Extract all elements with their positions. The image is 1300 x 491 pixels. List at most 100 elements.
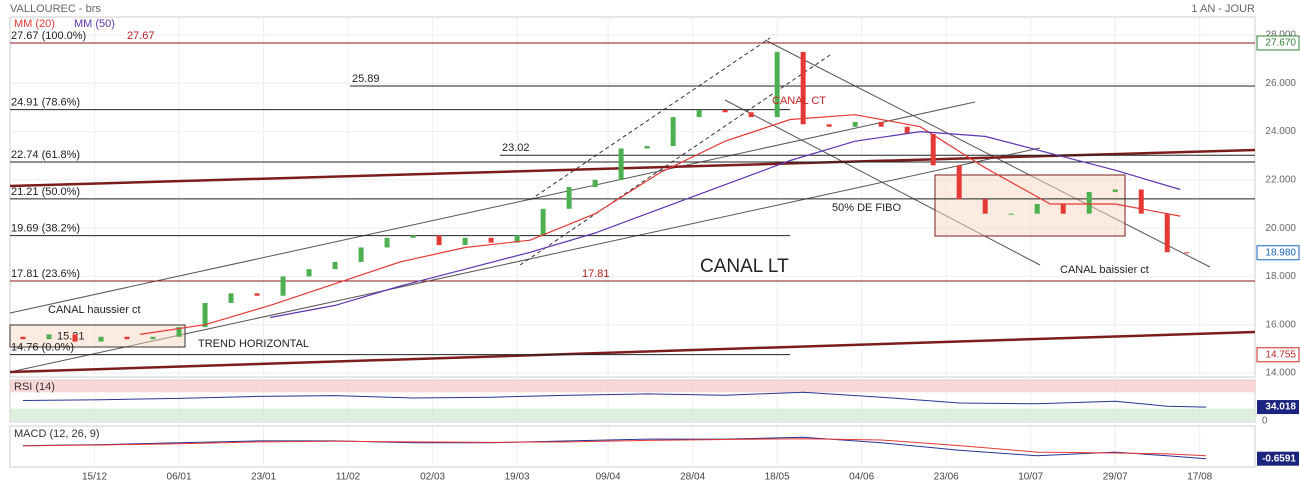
candle (566, 187, 572, 209)
macd-line (22, 438, 1207, 457)
annotation: CANAL LT (700, 256, 789, 277)
candle (176, 327, 182, 337)
x-tick-label: 10/07 (1018, 472, 1043, 483)
moving-average (269, 130, 1181, 319)
y-tick-label: 18.000 (1265, 271, 1296, 282)
trend-line (519, 54, 831, 266)
level-label: 22.74 (61.8%) (11, 149, 80, 161)
candle (1034, 204, 1040, 214)
candle (878, 121, 884, 127)
level-label: 24.91 (78.6%) (11, 97, 80, 109)
y-tick-label: 24.000 (1265, 126, 1296, 137)
x-tick-label: 19/03 (505, 472, 530, 483)
main-panel (9, 16, 1256, 378)
trend-line (9, 148, 1256, 188)
zone-box (9, 324, 186, 348)
candle (46, 334, 52, 340)
candle (462, 237, 468, 246)
annotation: CANAL baissier ct (1060, 264, 1149, 276)
overbought-zone (10, 380, 1255, 393)
price-badge (1256, 35, 1300, 51)
trend-line (529, 37, 771, 201)
candle (410, 235, 416, 238)
candle (1184, 252, 1190, 254)
x-tick-label: 18/05 (765, 472, 790, 483)
price-badge-label: 14.755 (1265, 349, 1296, 360)
candle (358, 247, 364, 262)
price-label: 27.67 (127, 30, 155, 42)
panel-title: RSI (14) (14, 381, 55, 393)
y-tick-label: 0 (1262, 416, 1268, 427)
rsi-line (22, 391, 1207, 408)
title: VALLOUREC - brs (10, 3, 101, 15)
candle (904, 126, 910, 134)
candle (1086, 191, 1092, 214)
candle (1112, 189, 1118, 192)
candle (124, 336, 130, 340)
value-badge-label: 34.018 (1265, 402, 1296, 413)
candle (254, 293, 260, 296)
price-label: 15.21 (57, 331, 85, 343)
zone-box (934, 174, 1126, 237)
level-label: 14.76 (0.0%) (11, 342, 74, 354)
legend-label: MM (20) (14, 18, 55, 30)
price-label: 25.89 (352, 73, 380, 85)
x-tick-label: 11/02 (336, 472, 361, 483)
x-tick-label: 04/06 (849, 472, 874, 483)
price-label: 23.02 (502, 142, 530, 154)
candle (1138, 189, 1144, 214)
candle (592, 179, 598, 188)
annotation: CANAL CT (772, 95, 826, 107)
candle (280, 276, 286, 296)
panel-title: MACD (12, 26, 9) (14, 428, 100, 440)
y-tick-label: 22.000 (1265, 174, 1296, 185)
annotation: 50% DE FIBO (832, 202, 902, 214)
x-tick-label: 06/01 (167, 472, 192, 483)
x-tick-label: 02/03 (420, 472, 445, 483)
value-badge (1257, 451, 1299, 466)
y-tick-label: 28.000 (1265, 30, 1296, 41)
candle (826, 124, 832, 127)
x-tick-label: 29/07 (1103, 472, 1128, 483)
price-badge-label: 18.980 (1265, 247, 1296, 258)
y-tick-label: 16.000 (1265, 319, 1296, 330)
y-tick-label: 26.000 (1265, 78, 1296, 89)
x-tick-label: 09/04 (596, 472, 621, 483)
candle (774, 51, 780, 118)
x-tick-label: 23/01 (251, 472, 276, 483)
value-badge-label: -0.6591 (1262, 453, 1296, 464)
candle (20, 336, 26, 340)
annotation: CANAL haussier ct (48, 304, 141, 316)
candle (436, 235, 442, 246)
candle (384, 237, 390, 248)
candle (930, 133, 936, 166)
level-label: 21.21 (50.0%) (11, 186, 80, 198)
macd-panel (9, 425, 1256, 468)
price-badge (1256, 245, 1300, 261)
trend-line (9, 330, 1256, 374)
annotation: TREND HORIZONTAL (198, 338, 309, 350)
x-tick-label: 28/04 (680, 472, 705, 483)
candle (722, 109, 728, 113)
level-label: 27.67 (100.0%) (11, 30, 86, 42)
oversold-zone (10, 408, 1255, 421)
x-tick-label: 17/08 (1187, 472, 1212, 483)
candle (800, 51, 806, 125)
candle (644, 146, 650, 149)
x-tick-label: 15/12 (82, 472, 107, 483)
price-label: 17.81 (582, 268, 610, 280)
candle (514, 235, 520, 243)
period: 1 AN - JOUR (1191, 3, 1255, 15)
candle (1164, 213, 1170, 253)
price-badge (1256, 347, 1300, 363)
level-label: 19.69 (38.2%) (11, 223, 80, 235)
candle (540, 208, 546, 236)
y-tick-label: 20.000 (1265, 223, 1296, 234)
candle (670, 117, 676, 147)
candle (306, 269, 312, 277)
candle (748, 112, 754, 118)
candle (956, 165, 962, 200)
candle (72, 334, 78, 342)
x-tick-label: 23/06 (934, 472, 959, 483)
candle (1008, 213, 1014, 215)
